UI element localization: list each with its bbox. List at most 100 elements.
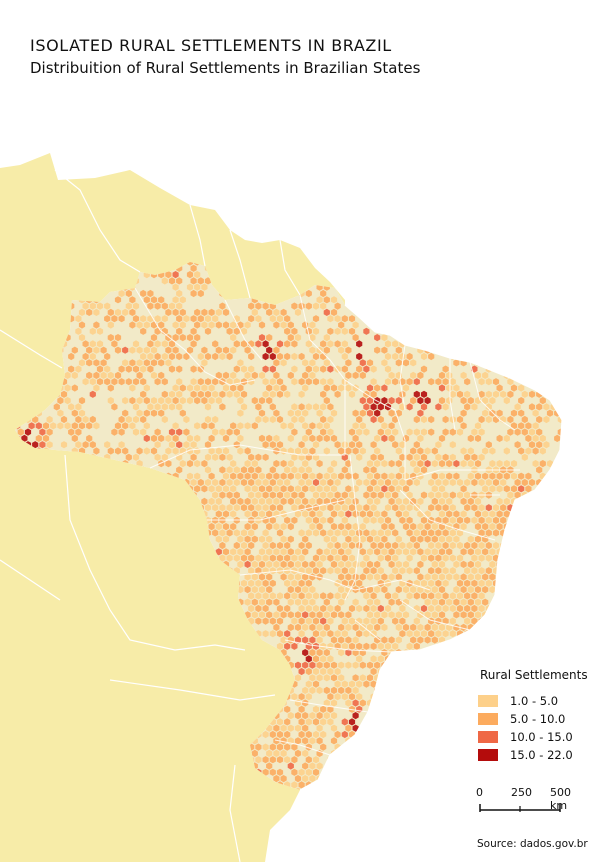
settlement-hex [546, 560, 554, 568]
settlement-hex [431, 485, 438, 493]
settlement-hex [503, 598, 510, 606]
settlement-hex [168, 403, 176, 411]
settlement-hex [280, 535, 287, 543]
settlement-hex [402, 775, 410, 783]
settlement-hex [266, 308, 273, 316]
settlement-hex [496, 623, 503, 631]
settlement-hex [244, 346, 251, 354]
settlement-hex [240, 403, 248, 411]
settlement-hex [474, 573, 482, 581]
settlement-hex [226, 327, 233, 335]
settlement-hex [521, 642, 528, 650]
settlement-hex [464, 378, 471, 386]
settlement-hex [150, 346, 158, 354]
settlement-hex [194, 434, 201, 442]
settlement-hex [554, 510, 561, 518]
settlement-hex [262, 756, 269, 764]
settlement-hex [298, 541, 305, 550]
settlement-hex [471, 630, 478, 638]
settlement-hex [305, 655, 312, 663]
settlement-hex [435, 794, 441, 801]
settlement-hex [262, 453, 269, 461]
settlement-hex [424, 598, 431, 606]
settlement-hex [201, 397, 208, 405]
state-borders [134, 287, 520, 756]
settlement-hex [280, 560, 287, 568]
settlement-hex [366, 586, 374, 594]
settlement-hex [276, 743, 284, 751]
settlement-hex [420, 730, 428, 739]
settlement-hex [456, 718, 464, 726]
settlement-hex [305, 289, 312, 298]
settlement-hex [316, 636, 323, 644]
settlement-hex [449, 630, 456, 638]
settlement-hex [313, 794, 319, 801]
settlement-hex [438, 737, 446, 745]
settlement-hex [550, 541, 557, 550]
settlement-hex [125, 302, 132, 310]
settlement-hex [557, 567, 562, 575]
settlement-hex [320, 378, 327, 386]
settlement-hex [428, 693, 435, 701]
settlement-hex [431, 447, 438, 455]
settlement-hex [471, 579, 478, 587]
settlement-hex [352, 371, 359, 379]
settlement-hex [485, 441, 492, 449]
settlement-hex [492, 340, 500, 348]
settlement-hex [341, 277, 348, 285]
settlement-hex [359, 661, 366, 669]
settlement-hex [338, 661, 345, 669]
settlement-hex [140, 415, 147, 424]
settlement-hex [428, 327, 435, 335]
settlement-hex [359, 409, 366, 417]
settlement-hex [546, 409, 554, 417]
settlement-hex [438, 611, 446, 619]
settlement-hex [255, 554, 262, 562]
settlement-hex [341, 491, 348, 499]
settlement-hex [510, 346, 518, 354]
settlement-hex [320, 718, 327, 726]
settlement-hex [485, 768, 492, 776]
settlement-hex [442, 277, 449, 285]
settlement-hex [190, 340, 197, 348]
settlement-hex [363, 264, 370, 272]
settlement-hex [143, 359, 150, 367]
settlement-hex [93, 359, 100, 367]
settlement-hex [395, 346, 402, 354]
settlement-hex [280, 775, 287, 783]
settlement-hex [413, 378, 420, 386]
settlement-hex [456, 693, 464, 701]
settlement-hex [503, 359, 510, 367]
settlement-hex [395, 737, 402, 745]
settlement-hex [521, 504, 528, 512]
settlement-hex [514, 352, 521, 361]
settlement-hex [539, 296, 546, 304]
settlement-hex [366, 598, 374, 606]
settlement-hex [424, 296, 431, 304]
settlement-hex [107, 371, 114, 379]
settlement-hex [413, 743, 420, 751]
settlement-hex [377, 617, 384, 625]
settlement-hex [125, 289, 132, 298]
settlement-hex [269, 403, 276, 411]
settlement-hex [237, 384, 244, 392]
settlement-hex [428, 478, 435, 487]
settlement-hex [424, 749, 431, 757]
settlement-hex [359, 510, 366, 518]
settlement-hex [381, 271, 388, 279]
settlement-hex [222, 321, 230, 329]
settlement-hex [428, 415, 435, 424]
settlement-hex [492, 315, 500, 323]
settlement-hex [201, 308, 208, 316]
settlement-hex [276, 630, 284, 638]
settlement-hex [320, 781, 327, 789]
settlement-hex [204, 466, 212, 474]
settlement-hex [201, 321, 208, 329]
settlement-hex [374, 623, 381, 631]
settlement-hex [327, 617, 334, 625]
settlement-hex [435, 718, 442, 726]
settlement-hex [294, 775, 302, 783]
settlement-hex [334, 756, 341, 764]
settlement-hex [294, 611, 302, 619]
settlement-hex [150, 447, 158, 455]
